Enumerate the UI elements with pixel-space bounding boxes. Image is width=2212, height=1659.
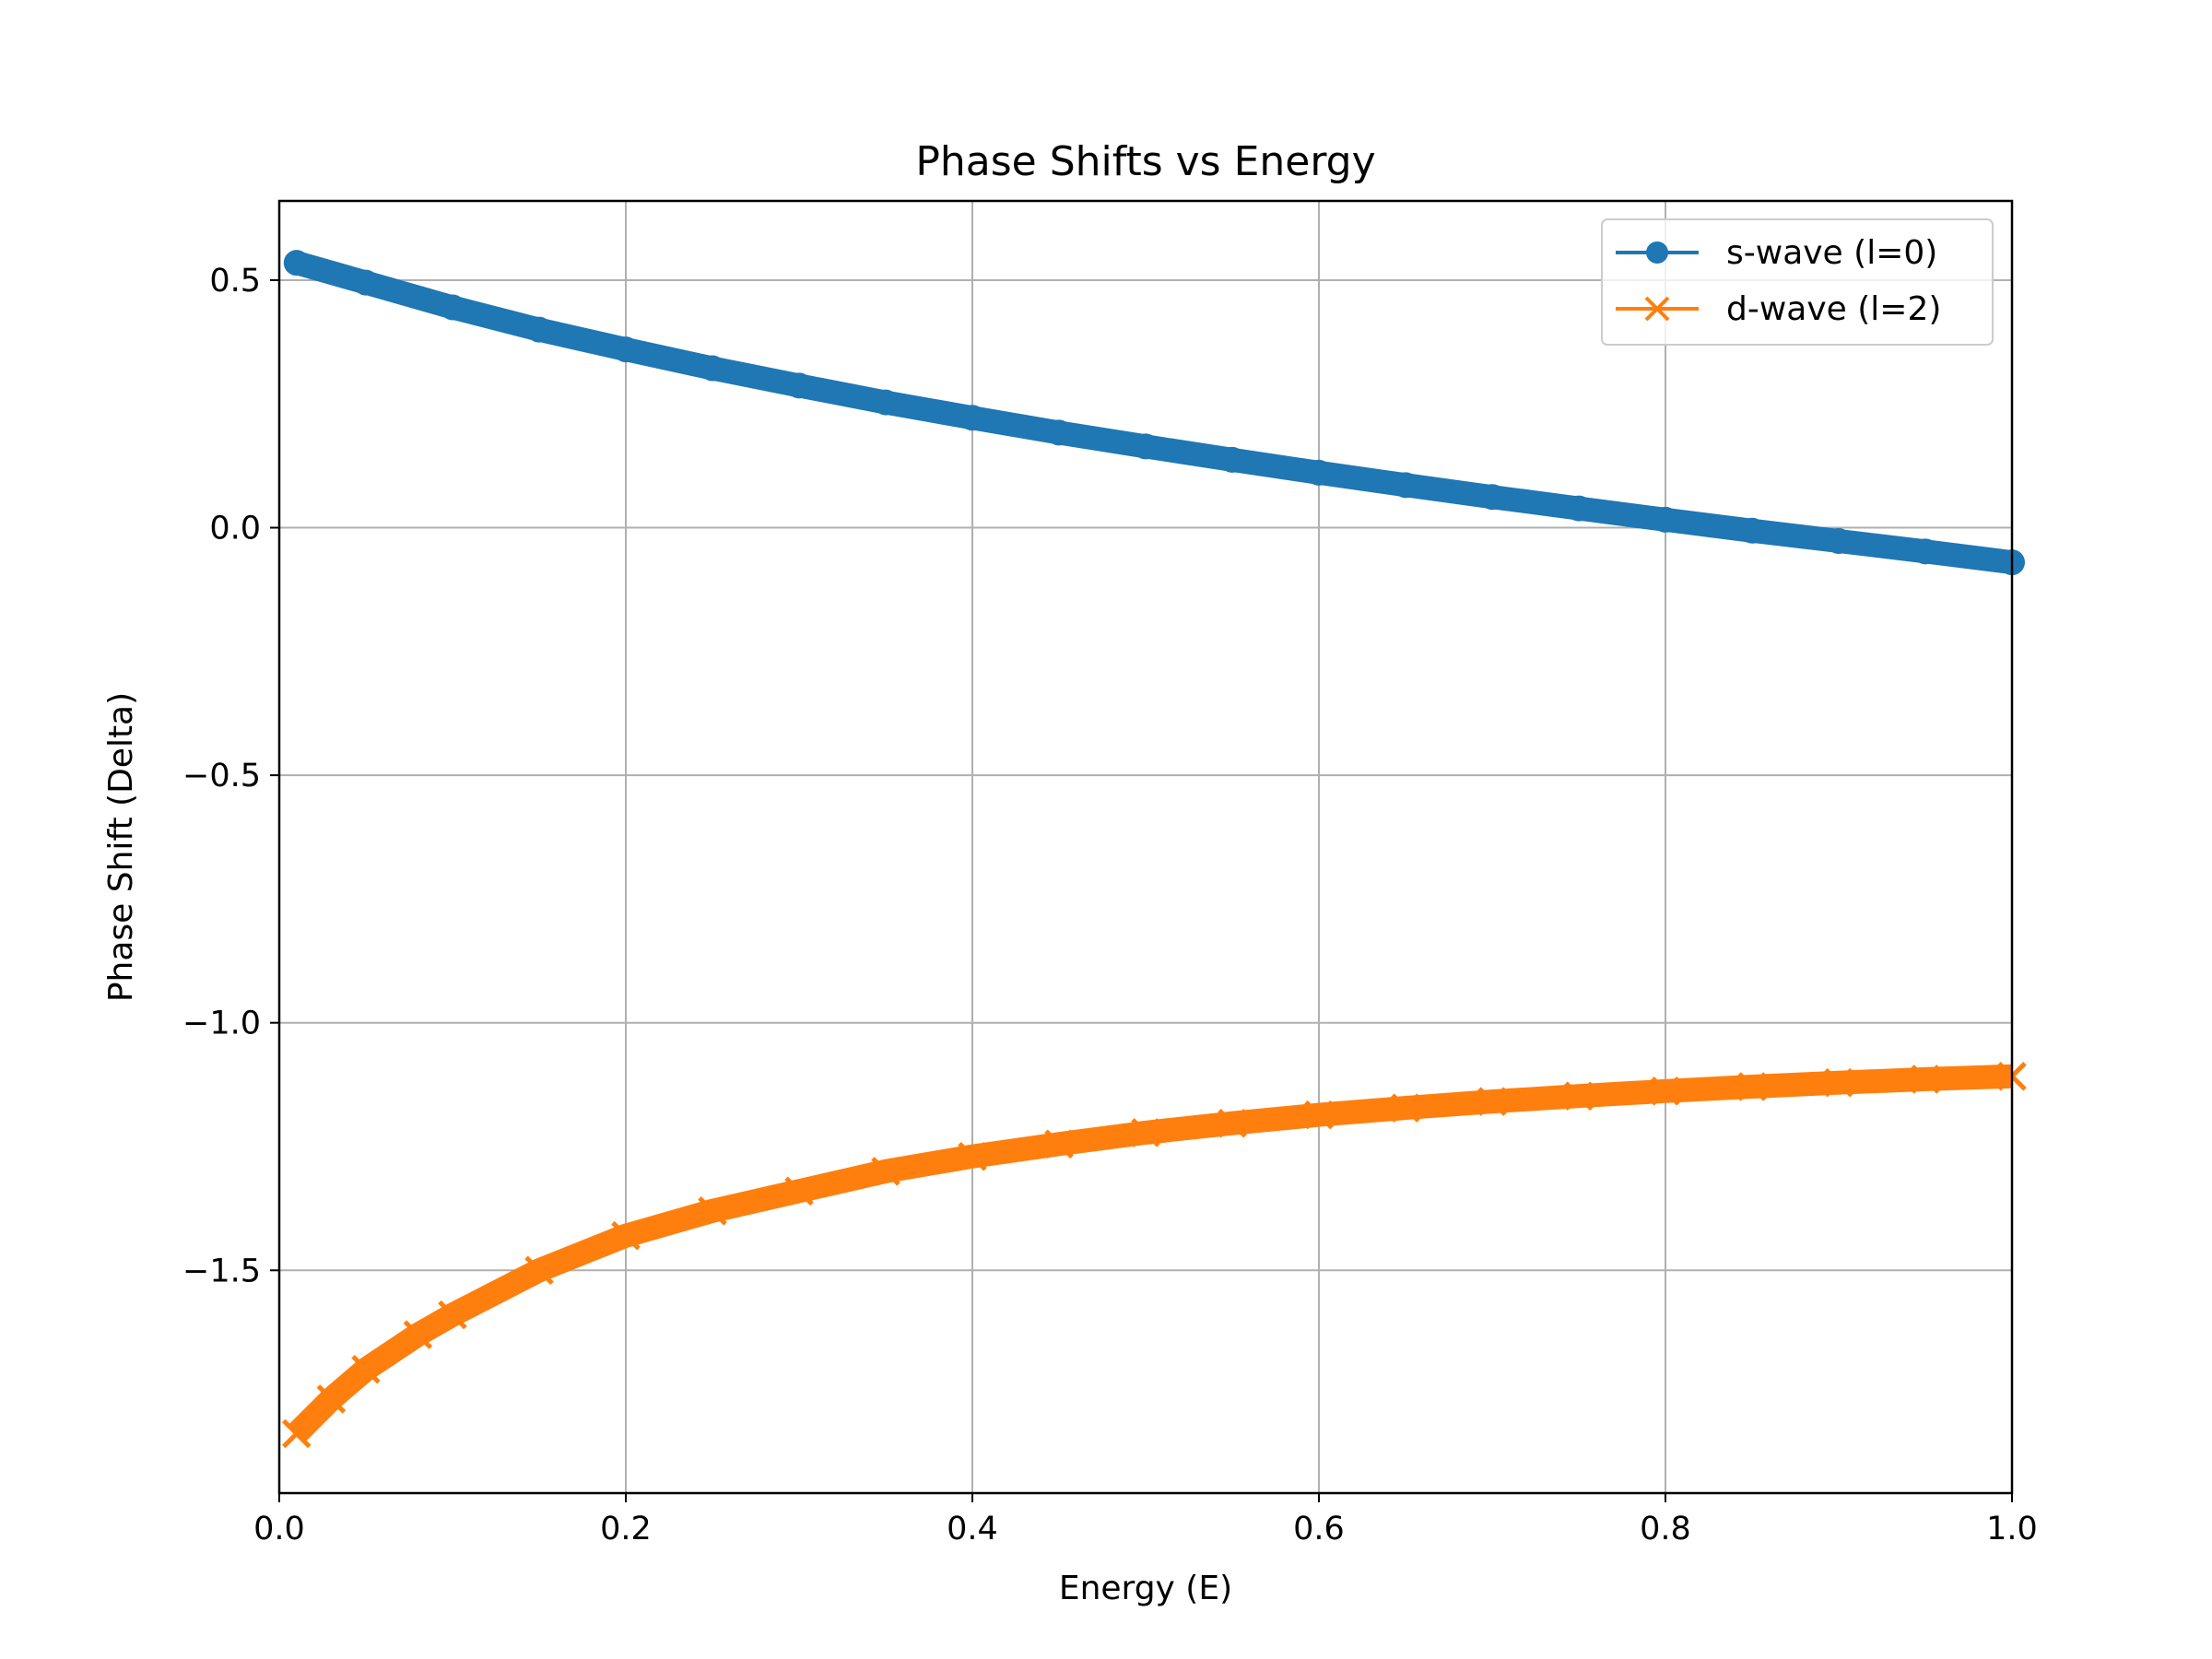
legend-marker-s-wave — [1646, 241, 1668, 264]
data-point-s-wave — [1393, 472, 1418, 499]
legend-label-d-wave: d-wave (l=2) — [1726, 290, 1941, 328]
data-point-s-wave — [1306, 459, 1332, 486]
x-tick-label: 1.0 — [1986, 1511, 2038, 1547]
data-point-s-wave — [700, 355, 725, 382]
x-tick-label: 0.8 — [1640, 1511, 1691, 1547]
data-point-d-wave — [784, 1176, 814, 1206]
data-point-d-wave — [524, 1255, 554, 1286]
data-point-d-wave — [698, 1196, 727, 1226]
data-point-d-wave — [403, 1320, 433, 1349]
y-tick-label: 0.0 — [209, 511, 261, 547]
x-tick-label: 0.6 — [1293, 1511, 1345, 1547]
y-axis-label: Phase Shift (Delta) — [102, 692, 140, 1002]
data-point-d-wave — [611, 1220, 641, 1251]
data-point-d-wave — [1564, 1081, 1594, 1111]
data-point-d-wave — [1218, 1108, 1247, 1138]
data-point-s-wave — [1826, 528, 1852, 555]
data-point-s-wave — [1566, 495, 1592, 522]
data-point-s-wave — [1046, 419, 1072, 446]
data-point-s-wave — [283, 250, 310, 276]
series-layer — [282, 250, 2027, 1449]
data-point-d-wave — [316, 1384, 347, 1414]
data-point-s-wave — [1739, 517, 1765, 544]
data-point-d-wave — [871, 1157, 900, 1186]
data-point-d-wave — [1824, 1067, 1853, 1098]
data-point-d-wave — [282, 1418, 312, 1449]
data-point-s-wave — [959, 405, 985, 431]
x-axis-label: Energy (E) — [1059, 1570, 1232, 1607]
x-tick-label: 0.4 — [947, 1511, 998, 1547]
data-point-s-wave — [786, 372, 812, 399]
data-point-d-wave — [1651, 1077, 1680, 1106]
data-point-s-wave — [613, 336, 639, 363]
legend-box — [1601, 218, 1994, 346]
data-point-d-wave — [1477, 1087, 1507, 1116]
data-point-s-wave — [1653, 506, 1678, 533]
data-point-d-wave — [1304, 1100, 1334, 1130]
y-tick-label: −1.0 — [182, 1006, 261, 1042]
data-point-s-wave — [353, 269, 379, 296]
x-tick-label: 0.0 — [253, 1511, 305, 1547]
y-tick-label: −0.5 — [182, 758, 261, 794]
data-point-s-wave — [526, 316, 552, 343]
data-point-s-wave — [1219, 446, 1245, 473]
legend-marker-d-wave — [1644, 296, 1670, 322]
legend: s-wave (l=0) d-wave (l=2) — [1601, 218, 1994, 346]
y-tick-label: −1.5 — [182, 1253, 261, 1289]
data-point-d-wave — [1737, 1072, 1767, 1101]
data-point-d-wave — [438, 1300, 467, 1330]
x-tick-label: 0.2 — [600, 1511, 652, 1547]
y-tick-label: 0.5 — [209, 263, 261, 300]
tick-labels: 0.0 0.2 0.4 0.6 0.8 1.0 0.5 0.0 −0.5 −1.0 −1.5 — [182, 263, 2038, 1547]
data-point-d-wave — [1044, 1129, 1074, 1159]
data-point-s-wave — [873, 389, 899, 416]
plot-frame — [277, 199, 2014, 1495]
data-point-d-wave — [1391, 1093, 1420, 1123]
tick-marks — [270, 278, 2013, 1502]
data-point-d-wave — [1131, 1118, 1160, 1147]
data-point-d-wave — [351, 1354, 381, 1384]
data-point-s-wave — [1133, 433, 1159, 460]
legend-label-s-wave: s-wave (l=0) — [1726, 234, 1937, 272]
data-point-s-wave — [1479, 484, 1505, 511]
chart-title: Phase Shifts vs Energy — [915, 138, 1375, 185]
data-point-d-wave — [958, 1141, 987, 1171]
data-point-s-wave — [440, 294, 465, 321]
data-point-d-wave — [1911, 1065, 1940, 1094]
data-point-s-wave — [1912, 538, 1938, 565]
